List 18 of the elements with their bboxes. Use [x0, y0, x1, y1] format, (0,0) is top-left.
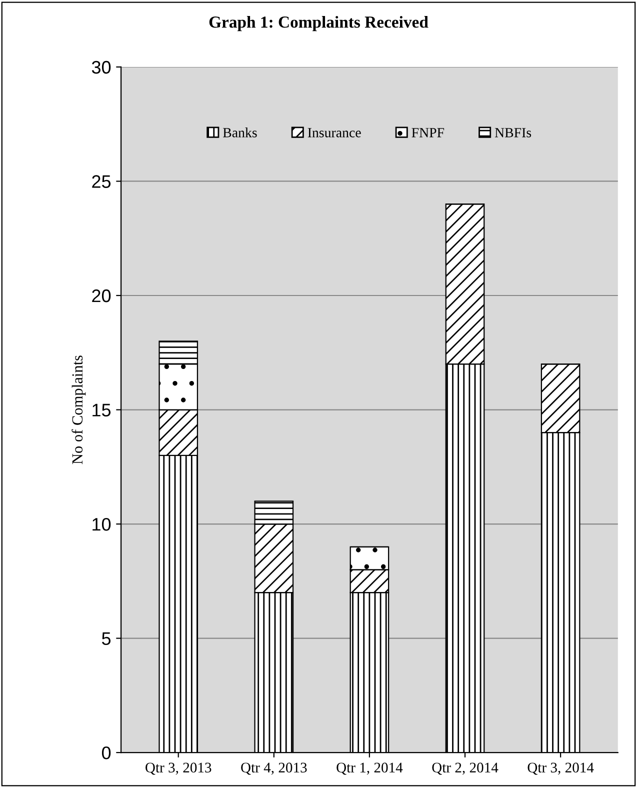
x-tick-label: Qtr 1, 2014 — [336, 762, 403, 775]
x-tick-label: Qtr 3, 2014 — [528, 762, 594, 775]
legend-label: Banks — [223, 128, 257, 138]
y-tick-label: 20 — [92, 289, 111, 302]
chart-title: Graph 1: Complaints Received — [209, 16, 428, 32]
y-tick-label: 15 — [92, 404, 111, 416]
legend-label: Insurance — [308, 128, 361, 138]
y-tick-label: 0 — [102, 746, 111, 760]
legend-label: FNPF — [412, 128, 444, 138]
y-tick-label: 5 — [102, 632, 111, 645]
x-tick-label: Qtr 4, 2013 — [241, 762, 307, 775]
y-axis-title: No of Complaints — [72, 356, 86, 464]
legend-label: NBFIs — [494, 128, 532, 138]
y-tick-label: 30 — [92, 60, 111, 74]
x-tick-label: Qtr 2, 2014 — [432, 762, 498, 775]
y-tick-label: 10 — [92, 518, 111, 531]
x-tick-label: Qtr 3, 2013 — [146, 762, 212, 775]
y-tick-label: 25 — [92, 175, 111, 188]
